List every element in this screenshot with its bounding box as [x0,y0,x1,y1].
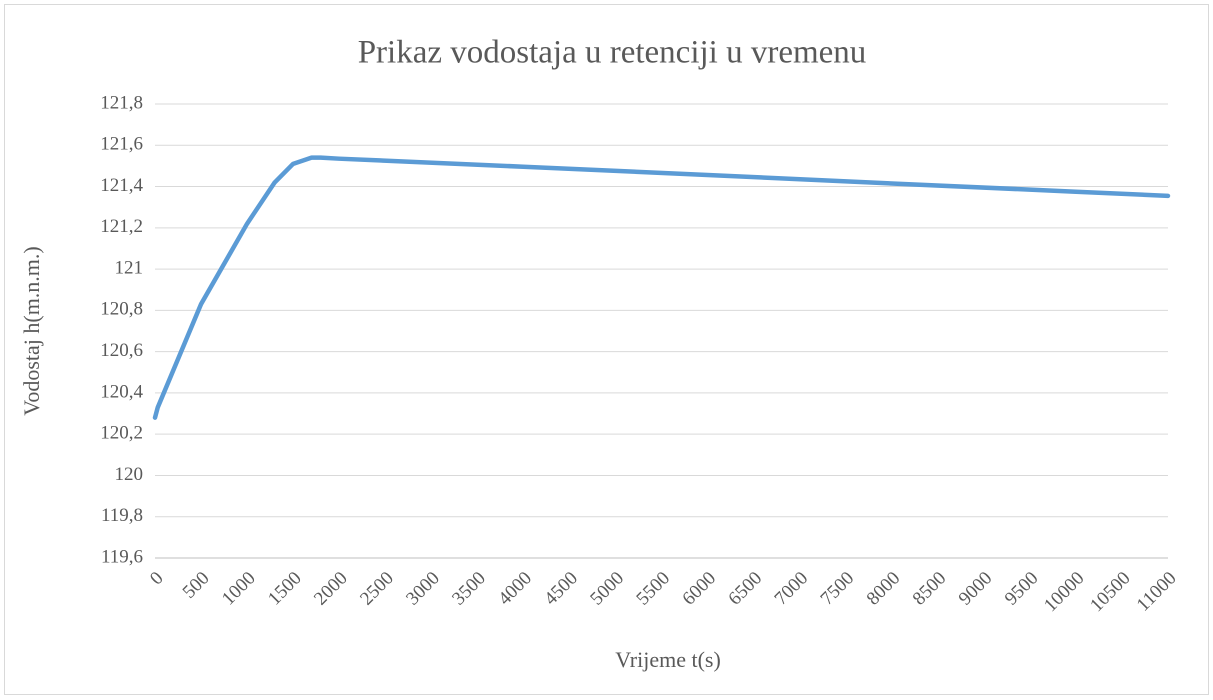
y-tick-label: 120,6 [100,340,143,361]
y-tick-label: 121,6 [100,134,143,155]
x-axis-title: Vrijeme t(s) [615,647,721,672]
chart-title: Prikaz vodostaja u retenciji u vremenu [358,35,867,71]
y-tick-label: 120,8 [100,299,143,320]
y-axis-title: Vodostaj h(m.n.m.) [19,246,44,415]
line-series [152,155,1171,420]
y-tick-label: 121 [115,257,144,278]
y-tick-label: 121,8 [100,92,143,113]
y-tick-label: 121,2 [100,216,143,237]
chart-border [4,4,1209,695]
y-tick-label: 121,4 [100,175,143,196]
y-tick-label: 119,6 [101,546,143,567]
y-tick-label: 120 [115,464,144,485]
y-tick-label: 120,2 [100,423,143,444]
y-tick-label: 119,8 [101,505,143,526]
y-tick-label: 120,4 [100,381,143,402]
